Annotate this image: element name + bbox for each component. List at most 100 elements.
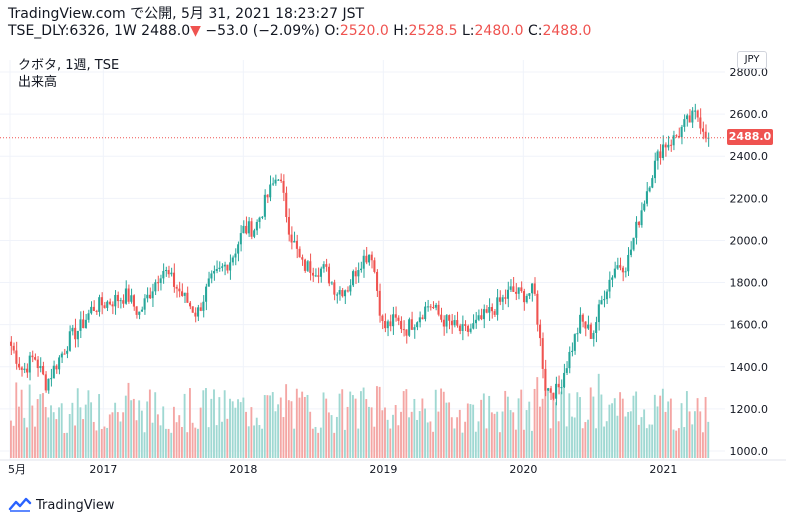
candle-body xyxy=(669,144,672,146)
volume-bar xyxy=(632,395,635,458)
candle-body xyxy=(362,255,365,269)
volume-bar xyxy=(432,431,435,458)
candle-body xyxy=(197,307,200,317)
candle-body xyxy=(461,324,464,331)
volume-bar xyxy=(114,402,117,458)
volume-bar xyxy=(600,394,603,458)
volume-bar xyxy=(669,398,672,458)
volume-bar xyxy=(333,432,336,458)
volume-bar xyxy=(98,394,101,458)
candle-body xyxy=(290,234,293,243)
candle-body xyxy=(627,254,630,272)
candle-body xyxy=(579,314,582,334)
candle-body xyxy=(384,320,387,329)
volume-bar xyxy=(504,390,507,458)
volume-bar xyxy=(319,427,322,458)
candle-body xyxy=(303,259,306,271)
candle-body xyxy=(282,181,285,193)
volume-bar xyxy=(512,412,515,458)
price-change: −53.0 (−2.09%) xyxy=(205,23,320,39)
candle-body xyxy=(592,332,595,339)
open-value: 2520.0 xyxy=(339,23,389,39)
candle-body xyxy=(381,315,384,321)
volume-bar xyxy=(368,406,370,458)
candle-body xyxy=(624,271,627,273)
candle-body xyxy=(346,290,349,292)
candle-body xyxy=(164,270,168,272)
candle-body xyxy=(688,115,691,123)
volume-bar xyxy=(653,394,656,458)
volume-bar xyxy=(482,393,485,458)
candle-body xyxy=(464,324,467,326)
volume-bar xyxy=(509,410,512,458)
candle-body xyxy=(474,319,477,324)
close-value: 2488.0 xyxy=(542,23,592,39)
candle-body xyxy=(397,317,400,321)
candle-body xyxy=(656,151,659,161)
volume-bar xyxy=(413,398,416,458)
candle-body xyxy=(389,321,392,327)
volume-bar xyxy=(635,391,638,458)
candle-body xyxy=(127,288,130,302)
candle-body xyxy=(79,319,82,331)
y-tick-label: 2400.0 xyxy=(730,150,769,163)
candle-body xyxy=(426,306,429,308)
candle-body xyxy=(448,315,451,321)
candle-body xyxy=(563,372,566,388)
candle-body xyxy=(191,306,194,313)
volume-bar xyxy=(100,428,103,458)
candle-body xyxy=(392,314,395,327)
volume-bar xyxy=(322,392,325,458)
candle-body xyxy=(237,244,240,254)
volume-bar xyxy=(309,411,312,458)
candle-body xyxy=(263,194,266,217)
volume-bar xyxy=(645,428,648,458)
candle-body xyxy=(167,270,170,275)
candle-body xyxy=(322,264,325,269)
candle-body xyxy=(664,144,667,148)
volume-bar xyxy=(517,398,520,458)
candle-body xyxy=(514,291,518,294)
volume-bar xyxy=(92,421,95,458)
candle-body xyxy=(202,301,205,311)
volume-bar xyxy=(47,417,50,458)
volume-bar xyxy=(327,412,330,458)
last-price: 2488.0 xyxy=(141,23,191,39)
volume-bar xyxy=(74,425,76,458)
candle-body xyxy=(434,304,437,308)
candle-body xyxy=(330,282,333,284)
candle-body xyxy=(186,292,189,303)
candle-body xyxy=(520,287,523,292)
volume-bar xyxy=(664,411,667,458)
candle-body xyxy=(341,290,344,297)
volume-bar xyxy=(485,428,488,458)
candle-body xyxy=(589,324,592,339)
volume-bar xyxy=(172,406,175,458)
volume-bar xyxy=(42,393,44,458)
candle-body xyxy=(314,275,317,277)
volume-bar xyxy=(108,414,111,458)
volume-bar xyxy=(242,397,245,458)
candle-body xyxy=(114,294,117,307)
volume-bar xyxy=(199,407,202,458)
volume-bar xyxy=(530,430,533,458)
volume-bar xyxy=(520,389,523,458)
currency-button[interactable]: JPY xyxy=(737,51,767,69)
volume-bar xyxy=(58,407,60,458)
volume-bar xyxy=(555,402,557,458)
high-value: 2528.5 xyxy=(408,23,458,39)
volume-bar xyxy=(167,428,170,458)
volume-bar xyxy=(162,406,165,458)
candle-body xyxy=(370,254,373,261)
volume-bar xyxy=(226,418,229,458)
candle-body xyxy=(47,378,50,391)
candle-body xyxy=(573,334,576,351)
candle-body xyxy=(245,225,248,234)
volume-bar xyxy=(186,432,189,458)
volume-bar xyxy=(271,392,274,458)
candle-body xyxy=(55,365,58,370)
candle-body xyxy=(194,312,197,317)
footer-brand[interactable]: TradingView xyxy=(8,495,115,515)
volume-bar xyxy=(189,388,191,458)
